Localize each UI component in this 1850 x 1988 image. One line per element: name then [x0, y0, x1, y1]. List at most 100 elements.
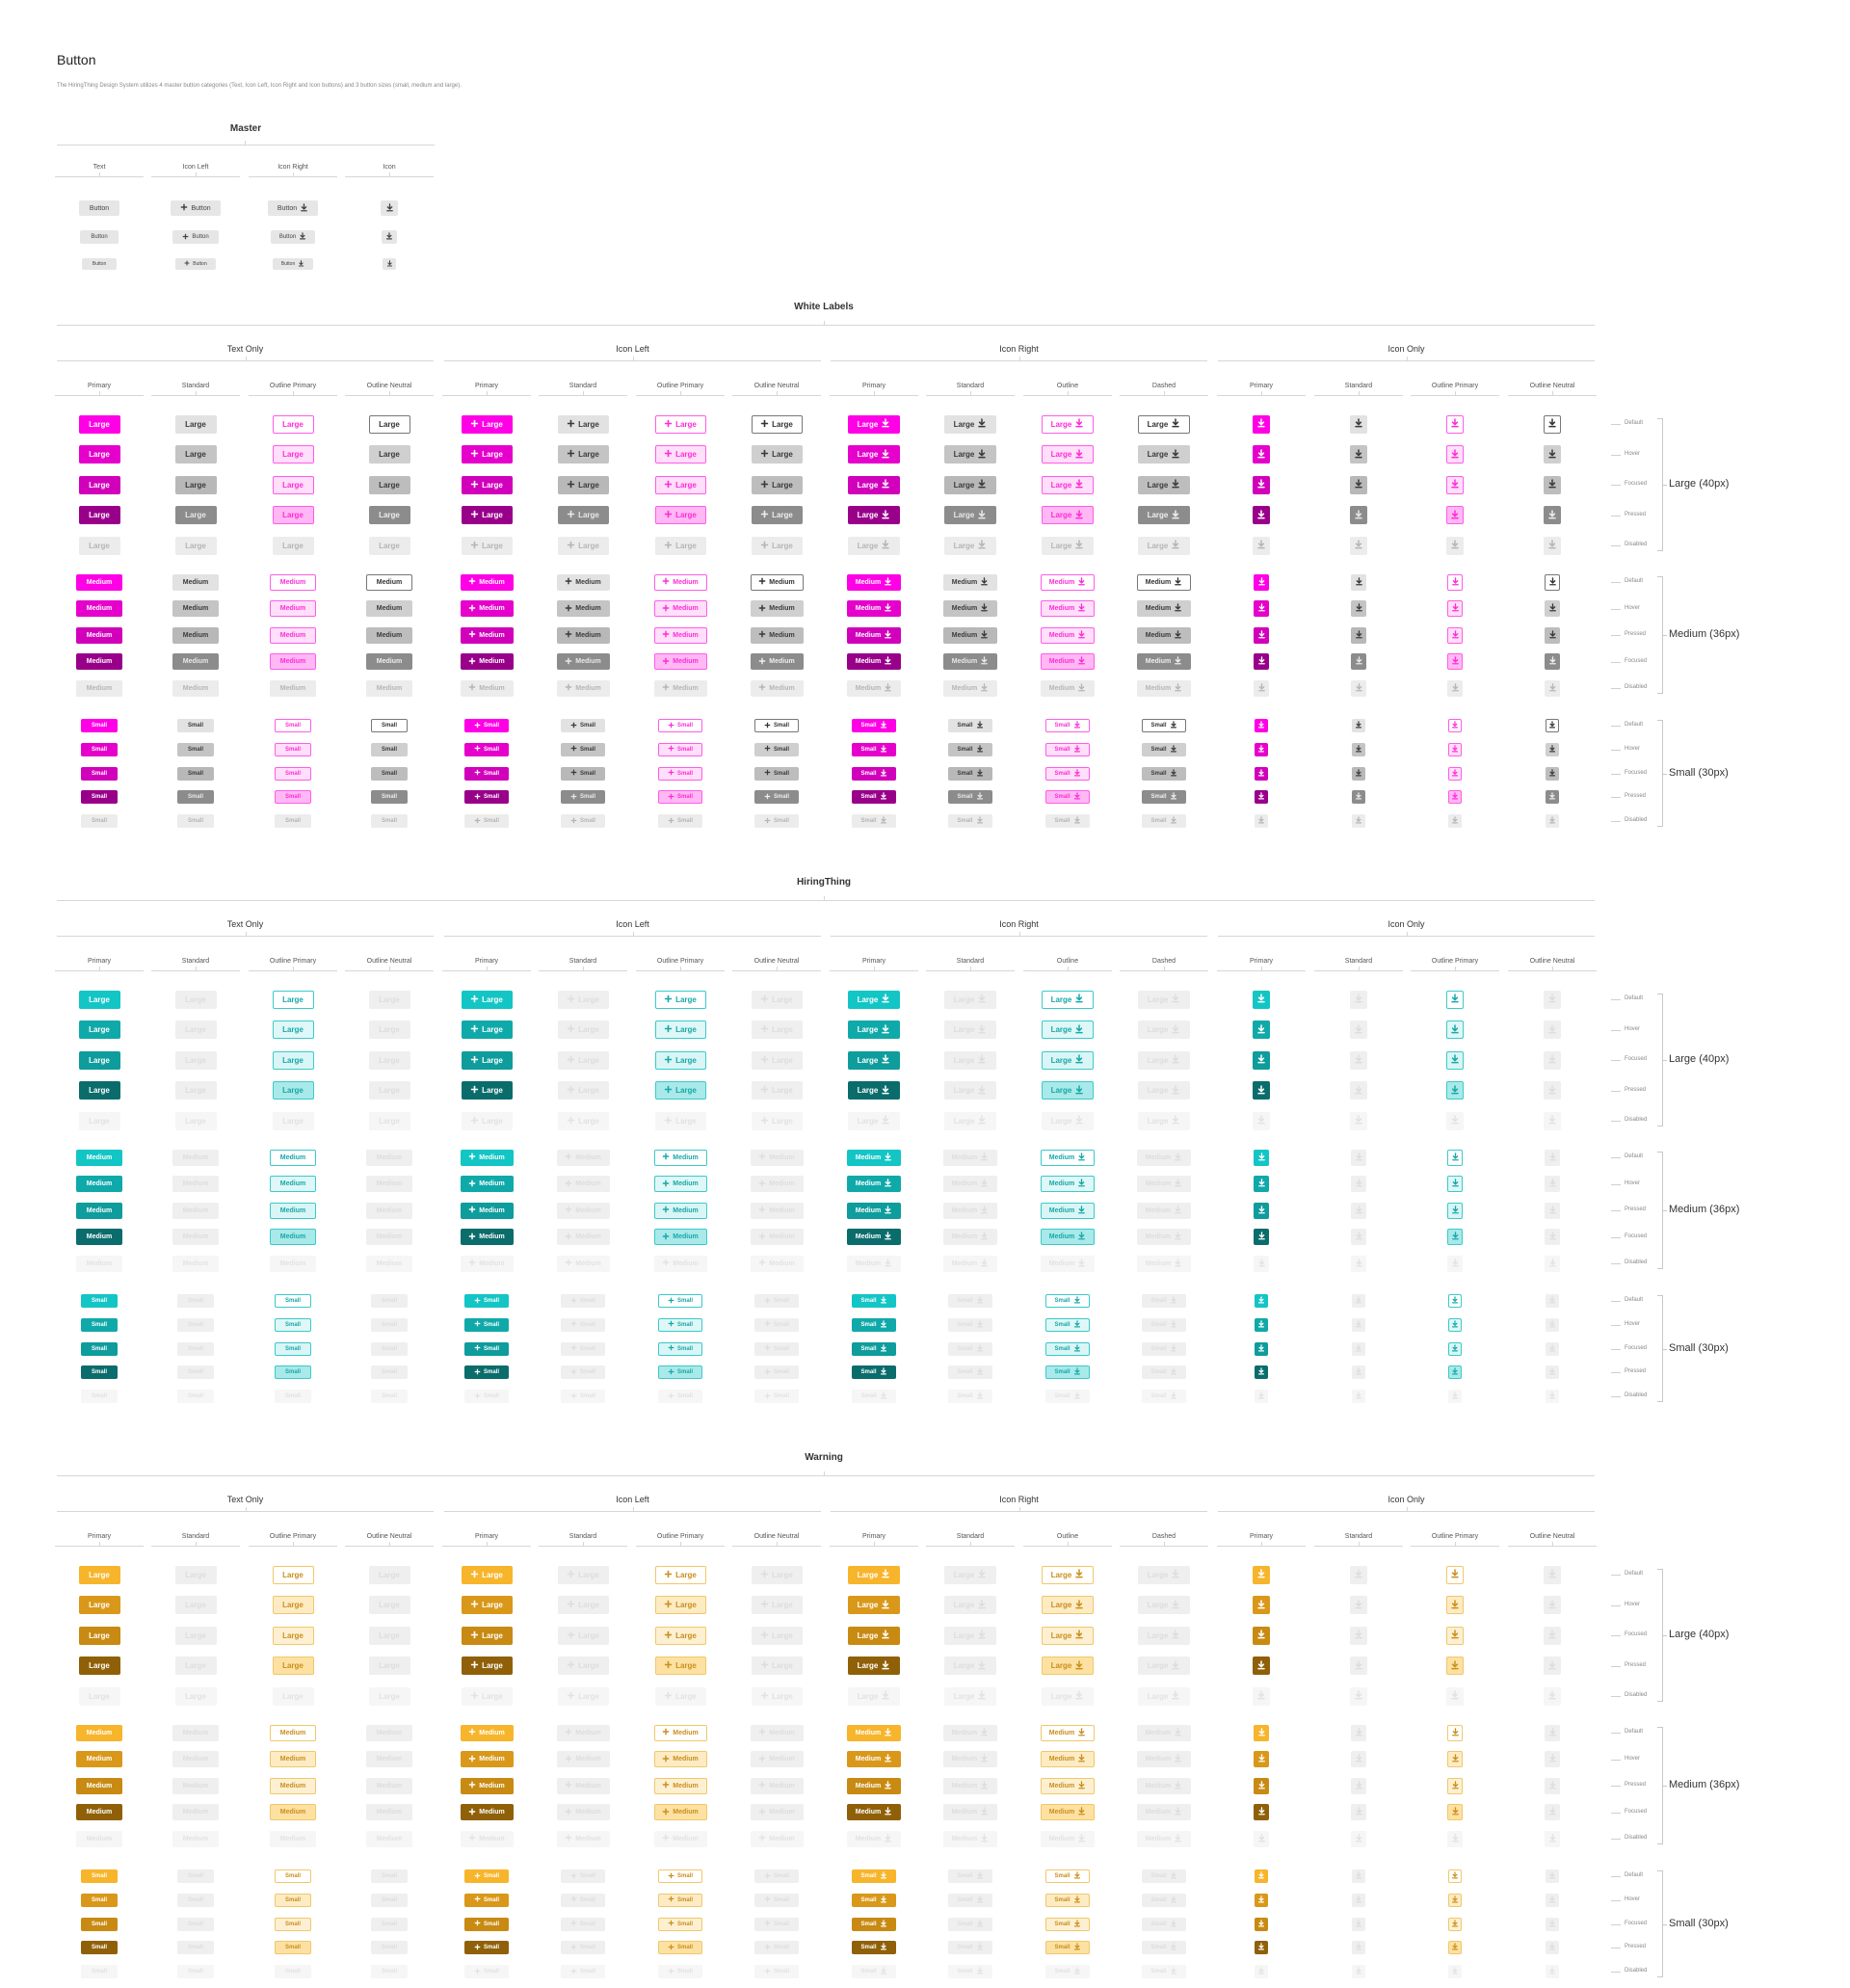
outline-primary-large-button[interactable]: Large: [1042, 1021, 1094, 1039]
outline-neutral-small-button[interactable]: [1546, 1341, 1559, 1356]
primary-large-button[interactable]: Large: [848, 1565, 900, 1584]
primary-large-button[interactable]: Large: [461, 506, 513, 524]
standard-small-button[interactable]: Small: [561, 1893, 605, 1907]
standard-medium-button[interactable]: Medium: [556, 1202, 610, 1219]
outline-neutral-large-button[interactable]: Large: [751, 1686, 803, 1706]
outline-primary-large-button[interactable]: [1446, 1565, 1464, 1584]
master-button[interactable]: [383, 258, 396, 270]
outline-neutral-medium-button[interactable]: Medium: [366, 1255, 412, 1272]
primary-small-button[interactable]: Small: [81, 719, 118, 732]
outline-neutral-small-button[interactable]: Small: [371, 1365, 408, 1380]
standard-medium-button[interactable]: Medium: [172, 1229, 219, 1245]
primary-large-button[interactable]: Large: [78, 506, 120, 524]
primary-medium-button[interactable]: Medium: [460, 1830, 514, 1847]
standard-large-button[interactable]: [1350, 475, 1367, 494]
outline-primary-small-button[interactable]: Small: [275, 1365, 311, 1380]
outline-primary-large-button[interactable]: [1446, 414, 1464, 434]
standard-medium-button[interactable]: [1351, 573, 1366, 591]
outline-primary-medium-button[interactable]: [1447, 1751, 1463, 1767]
outline-neutral-large-button[interactable]: Large: [1138, 990, 1190, 1009]
primary-large-button[interactable]: Large: [848, 990, 900, 1009]
primary-large-button[interactable]: Large: [78, 1596, 120, 1614]
outline-primary-small-button[interactable]: Small: [275, 1917, 311, 1931]
master-button[interactable]: Button: [268, 200, 318, 216]
standard-medium-button[interactable]: [1351, 1202, 1366, 1219]
primary-small-button[interactable]: Small: [852, 719, 896, 732]
standard-medium-button[interactable]: [1351, 1724, 1366, 1741]
outline-primary-medium-button[interactable]: Medium: [653, 1724, 707, 1741]
outline-primary-large-button[interactable]: Large: [654, 475, 706, 494]
standard-medium-button[interactable]: Medium: [172, 1202, 219, 1219]
outline-primary-medium-button[interactable]: Medium: [1041, 1724, 1095, 1741]
standard-large-button[interactable]: Large: [174, 1596, 217, 1614]
outline-primary-medium-button[interactable]: Medium: [270, 600, 316, 617]
outline-primary-small-button[interactable]: Small: [1045, 1917, 1090, 1931]
standard-medium-button[interactable]: [1351, 1229, 1366, 1245]
standard-small-button[interactable]: Small: [177, 1317, 214, 1332]
standard-small-button[interactable]: Small: [177, 719, 214, 732]
standard-medium-button[interactable]: Medium: [556, 573, 610, 591]
primary-small-button[interactable]: [1255, 1965, 1268, 1979]
outline-neutral-medium-button[interactable]: Medium: [1137, 1724, 1191, 1741]
primary-medium-button[interactable]: [1254, 1202, 1269, 1219]
standard-medium-button[interactable]: Medium: [943, 1176, 997, 1192]
outline-primary-medium-button[interactable]: Medium: [270, 1751, 316, 1767]
primary-medium-button[interactable]: Medium: [847, 573, 901, 591]
standard-large-button[interactable]: Large: [944, 475, 996, 494]
outline-primary-large-button[interactable]: [1446, 1081, 1464, 1100]
standard-large-button[interactable]: Large: [174, 536, 217, 555]
primary-large-button[interactable]: Large: [78, 1626, 120, 1645]
outline-neutral-small-button[interactable]: Small: [1142, 1965, 1186, 1979]
primary-medium-button[interactable]: [1254, 1777, 1269, 1794]
standard-large-button[interactable]: Large: [557, 1657, 609, 1675]
outline-primary-medium-button[interactable]: [1447, 1149, 1463, 1166]
outline-primary-large-button[interactable]: Large: [654, 990, 706, 1009]
standard-large-button[interactable]: [1350, 1626, 1367, 1645]
standard-medium-button[interactable]: Medium: [172, 653, 219, 670]
outline-neutral-medium-button[interactable]: [1545, 1149, 1560, 1166]
outline-neutral-small-button[interactable]: Small: [1142, 1317, 1186, 1332]
standard-large-button[interactable]: Large: [174, 1021, 217, 1039]
primary-medium-button[interactable]: Medium: [460, 626, 514, 644]
master-button[interactable]: Button: [171, 200, 221, 216]
standard-large-button[interactable]: Large: [174, 445, 217, 464]
outline-primary-large-button[interactable]: Large: [272, 1596, 314, 1614]
outline-primary-large-button[interactable]: Large: [272, 1657, 314, 1675]
primary-small-button[interactable]: Small: [464, 1941, 509, 1955]
primary-medium-button[interactable]: Medium: [76, 600, 122, 617]
standard-small-button[interactable]: Small: [177, 814, 214, 829]
outline-primary-medium-button[interactable]: [1447, 1202, 1463, 1219]
outline-primary-medium-button[interactable]: Medium: [653, 653, 707, 670]
outline-neutral-large-button[interactable]: [1544, 1050, 1561, 1070]
primary-small-button[interactable]: Small: [852, 1390, 896, 1404]
outline-primary-medium-button[interactable]: Medium: [270, 626, 316, 644]
outline-primary-small-button[interactable]: [1448, 742, 1462, 756]
outline-neutral-medium-button[interactable]: Medium: [366, 1724, 412, 1741]
outline-neutral-medium-button[interactable]: Medium: [1137, 1229, 1191, 1245]
primary-medium-button[interactable]: Medium: [847, 679, 901, 697]
primary-small-button[interactable]: [1255, 1294, 1268, 1308]
outline-neutral-small-button[interactable]: Small: [371, 790, 408, 805]
outline-primary-medium-button[interactable]: Medium: [270, 1830, 316, 1847]
primary-large-button[interactable]: Large: [848, 536, 900, 555]
outline-primary-small-button[interactable]: [1448, 1365, 1462, 1380]
primary-small-button[interactable]: Small: [81, 1294, 118, 1308]
outline-primary-medium-button[interactable]: [1447, 626, 1463, 644]
standard-small-button[interactable]: Small: [177, 1893, 214, 1907]
standard-large-button[interactable]: Large: [944, 506, 996, 524]
outline-primary-medium-button[interactable]: [1447, 1724, 1463, 1741]
primary-large-button[interactable]: [1253, 414, 1270, 434]
outline-primary-medium-button[interactable]: Medium: [1041, 1229, 1095, 1245]
primary-large-button[interactable]: [1253, 1657, 1270, 1675]
primary-small-button[interactable]: Small: [464, 1317, 509, 1332]
primary-small-button[interactable]: [1255, 742, 1268, 756]
outline-primary-large-button[interactable]: Large: [272, 1565, 314, 1584]
outline-neutral-small-button[interactable]: Small: [754, 1941, 799, 1955]
standard-small-button[interactable]: Small: [177, 1965, 214, 1979]
standard-large-button[interactable]: [1350, 1081, 1367, 1100]
outline-neutral-medium-button[interactable]: Medium: [750, 1229, 804, 1245]
outline-neutral-medium-button[interactable]: Medium: [366, 1149, 412, 1166]
master-button[interactable]: Button: [175, 258, 216, 270]
primary-small-button[interactable]: Small: [852, 790, 896, 805]
outline-neutral-large-button[interactable]: Large: [751, 990, 803, 1009]
